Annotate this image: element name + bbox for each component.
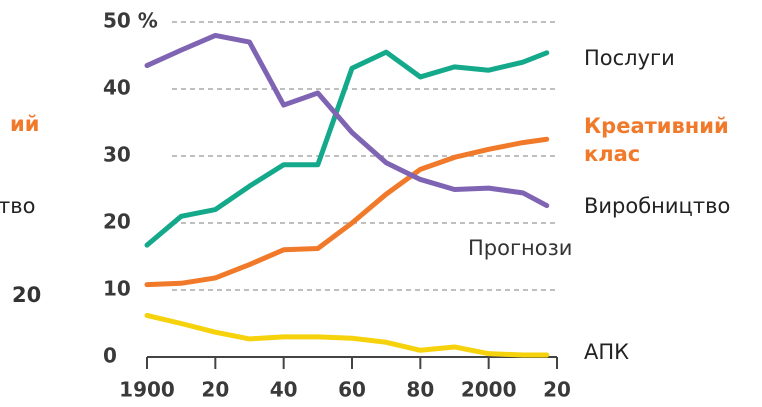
series-line (144, 32, 550, 209)
series-label: Виробництво (584, 194, 731, 218)
y-tick-label: 40 (103, 76, 131, 100)
series-label: Послуги (584, 46, 675, 70)
x-tick-label: 20 (201, 378, 229, 402)
y-tick-label: 10 (103, 277, 131, 301)
x-tick-label: 20 (543, 378, 571, 402)
x-tick-label: 1900 (119, 378, 175, 402)
y-tick-label: 0 (103, 344, 117, 368)
y-tick-label: 50 % (103, 9, 158, 33)
x-tick-label: 80 (406, 378, 434, 402)
cropped-text: ий (10, 112, 40, 136)
x-tick-label: 2000 (461, 378, 517, 402)
y-tick-label: 30 (103, 143, 131, 167)
series-line (144, 49, 550, 248)
series-line (144, 312, 550, 358)
cropped-text: тво (0, 194, 36, 218)
x-tick-label: 40 (270, 378, 298, 402)
series-label: АПК (584, 340, 630, 364)
series-line (144, 136, 550, 288)
annotation: Прогнози (468, 236, 573, 260)
cropped-text: 20 (12, 283, 42, 307)
y-tick-label: 20 (103, 210, 131, 234)
x-tick-label: 60 (338, 378, 366, 402)
series-label: Креативний клас (584, 114, 729, 166)
